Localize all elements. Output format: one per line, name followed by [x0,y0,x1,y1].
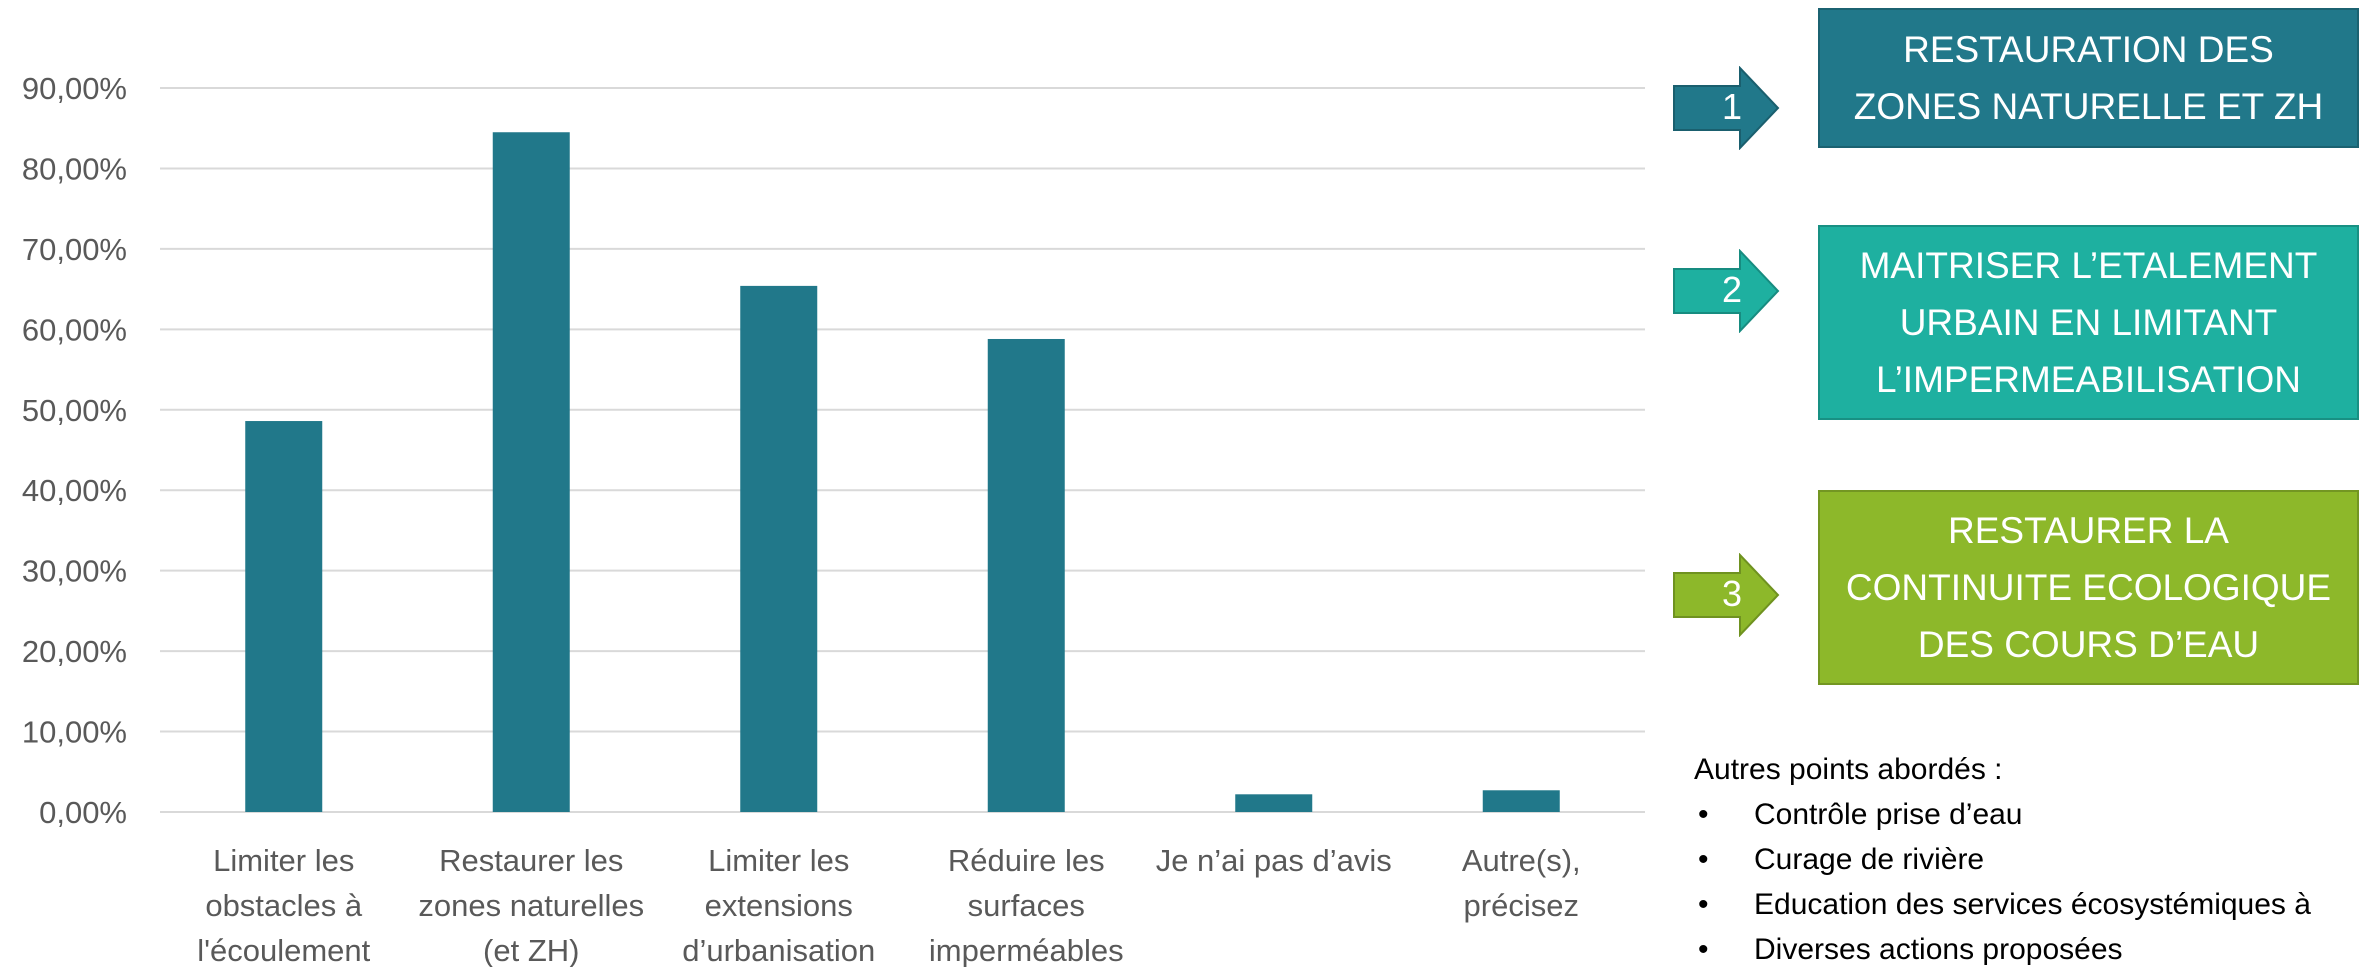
bar-chart: 0,00% 10,00% 20,00% 30,00% 40,00% 50,00% 60,00… [22,71,1645,967]
priority-2-line: URBAIN EN LIMITANT [1899,302,2278,343]
bar [1482,790,1560,812]
x-tick-label: précisez [1464,888,1579,923]
list-item: • Contrôle prise d’eau [1694,792,2311,837]
bullet-icon: • [1698,798,1709,831]
priority-number-3: 3 [1722,573,1743,614]
list-item-text: Education des services écosystémiques à [1754,888,2311,921]
bullet-icon: • [1698,933,1709,966]
x-tick-label: Je n’ai pas d’avis [1156,843,1392,878]
bar [492,132,570,812]
x-tick-label: surfaces [968,888,1085,923]
bar [245,421,323,812]
y-tick-label: 30,00% [22,554,127,589]
x-tick-label: extensions [705,888,853,923]
x-tick-label: Limiter les [213,843,354,878]
y-tick-label: 70,00% [22,232,127,267]
y-tick-label: 90,00% [22,71,127,106]
other-points-title: Autres points abordés : [1694,753,2003,786]
priority-2-line: L’IMPERMEABILISATION [1876,359,2301,400]
y-tick-label: 40,00% [22,473,127,508]
other-points-list: • Contrôle prise d’eau • Curage de rivière… [1694,792,2311,972]
y-tick-label: 10,00% [22,715,127,750]
bar [987,338,1065,812]
x-tick-label: (et ZH) [483,933,579,967]
x-tick-label: imperméables [929,933,1124,967]
x-tick-label: Restaurer les [439,843,623,878]
y-tick-label: 0,00% [39,795,127,830]
x-tick-label: obstacles à [205,888,363,923]
list-item: • Education des services écosystémiques à [1694,882,2311,927]
y-tick-label: 50,00% [22,393,127,428]
priority-3-line: CONTINUITE ECOLOGIQUE [1845,567,2332,608]
y-tick-label: 60,00% [22,312,127,347]
bar [1235,794,1313,812]
list-item-text: Curage de rivière [1754,843,1985,876]
arrow-icon-3 [1673,553,1780,637]
y-tick-label: 20,00% [22,634,127,669]
priority-box-2: MAITRISER L’ETALEMENT URBAIN EN LIMITANT… [1818,225,2359,420]
priority-number-1: 1 [1722,86,1743,127]
priority-number-2: 2 [1722,269,1743,310]
priority-1-line: RESTAURATION DES [1903,29,2274,70]
priority-3-line: RESTAURER LA [1948,510,2229,551]
list-item-text: Diverses actions proposées [1754,933,2123,966]
priority-1-line: ZONES NATURELLE ET ZH [1853,86,2324,127]
x-tick-label: zones naturelles [418,888,644,923]
x-tick-label: Autre(s), [1462,843,1581,878]
bullet-icon: • [1698,888,1709,921]
x-tick-label: Limiter les [708,843,849,878]
bullet-icon: • [1698,843,1709,876]
x-tick-label: l'écoulement [197,933,370,967]
other-points-section: Autres points abordés : • Contrôle prise … [1694,747,2311,972]
y-tick-label: 80,00% [22,151,127,186]
priority-box-3: RESTAURER LA CONTINUITE ECOLOGIQUE DES C… [1818,490,2359,685]
arrow-icon-2 [1673,249,1780,333]
priority-box-1: RESTAURATION DES ZONES NATURELLE ET ZH [1818,8,2359,148]
list-item: • Curage de rivière [1694,837,2311,882]
x-tick-label: Réduire les [948,843,1105,878]
priority-2-line: MAITRISER L’ETALEMENT [1859,245,2318,286]
arrow-icon-1 [1673,66,1780,150]
list-item-text: Contrôle prise d’eau [1754,798,2023,831]
priority-3-line: DES COURS D’EAU [1917,624,2260,665]
bar [740,285,818,813]
x-tick-label: d’urbanisation [682,933,875,967]
list-item: • Diverses actions proposées [1694,927,2311,972]
